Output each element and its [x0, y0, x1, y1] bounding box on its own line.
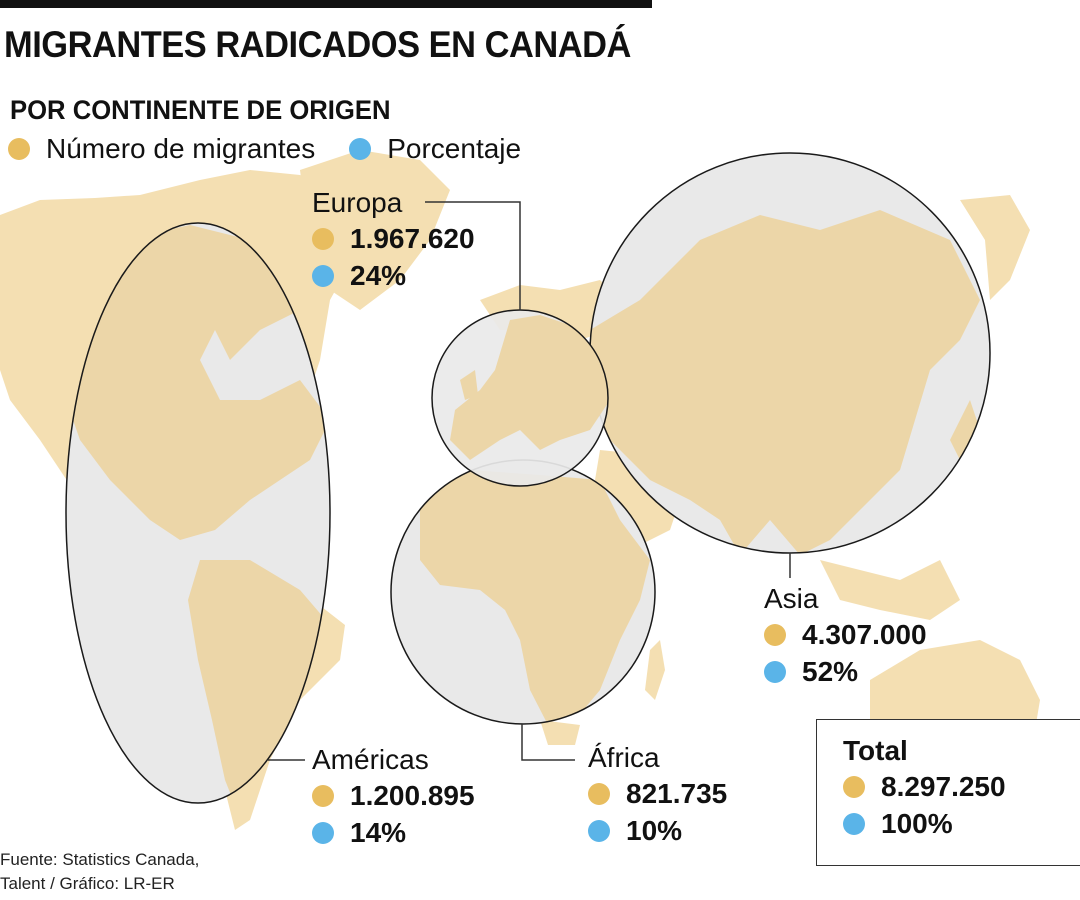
percent-dot-icon [843, 812, 865, 835]
migrants-value: 4.307.000 [802, 619, 927, 650]
migrants-row: 8.297.250 [843, 768, 1006, 805]
migrants-row: 1.200.895 [312, 777, 475, 814]
top-rule [0, 0, 652, 8]
legend: Número de migrantes Porcentaje [8, 133, 521, 165]
percent-row: 14% [312, 814, 475, 851]
total-box: Total 8.297.250 100% [816, 719, 1080, 866]
asia-circle [589, 152, 991, 554]
legend-item-percent: Porcentaje [349, 133, 521, 165]
percent-value: 14% [350, 817, 407, 848]
migrants-value: 1.200.895 [350, 780, 475, 811]
count-dot-icon [8, 138, 30, 160]
region-label-africa: África 821.735 10% [588, 741, 727, 849]
migrants-row: 4.307.000 [764, 616, 927, 653]
percent-value: 24% [350, 260, 407, 291]
count-dot-icon [588, 782, 610, 805]
region-name: Asia [764, 583, 819, 614]
count-dot-icon [764, 623, 786, 646]
total-label: Total 8.297.250 100% [843, 734, 1006, 842]
europa-callout-line [425, 201, 521, 310]
migrants-value: 1.967.620 [350, 223, 475, 254]
total-title: Total [843, 735, 908, 766]
percent-dot-icon [312, 264, 334, 287]
migrants-value: 8.297.250 [881, 771, 1006, 802]
percent-row: 100% [843, 805, 1006, 842]
page-title: MIGRANTES RADICADOS EN CANADÁ [4, 24, 631, 65]
region-name: África [588, 742, 660, 773]
africa-circle [390, 459, 656, 725]
percent-value: 52% [802, 656, 859, 687]
region-label-americas: Américas 1.200.895 14% [312, 743, 475, 851]
europe-circle [431, 309, 609, 487]
count-dot-icon [843, 775, 865, 798]
percent-value: 100% [881, 808, 953, 839]
percent-dot-icon [764, 660, 786, 683]
legend-item-count: Número de migrantes [8, 133, 315, 165]
page-subtitle: POR CONTINENTE DE ORIGEN [10, 95, 391, 125]
source-line-2: Talent / Gráfico: LR-ER [0, 874, 175, 893]
region-name: Américas [312, 744, 429, 775]
source-credit: Fuente: Statistics Canada, Talent / Gráf… [0, 848, 199, 896]
percent-row: 52% [764, 653, 927, 690]
region-name: Europa [312, 187, 403, 218]
legend-label: Porcentaje [387, 133, 522, 164]
migrants-value: 821.735 [626, 778, 728, 809]
source-line-1: Fuente: Statistics Canada, [0, 850, 200, 869]
count-dot-icon [312, 784, 334, 807]
region-label-asia: Asia 4.307.000 52% [764, 582, 927, 690]
americas-ellipse [65, 222, 331, 804]
percent-row: 10% [588, 812, 727, 849]
percent-value: 10% [626, 815, 683, 846]
percent-row: 24% [312, 257, 475, 294]
migrants-row: 821.735 [588, 775, 727, 812]
callout-lines [268, 201, 791, 761]
count-dot-icon [312, 227, 334, 250]
percent-dot-icon [349, 138, 372, 160]
africa-callout-line [521, 724, 575, 761]
percent-dot-icon [588, 819, 610, 842]
percent-dot-icon [312, 821, 334, 844]
legend-label: Número de migrantes [46, 133, 316, 164]
region-label-europa: Europa 1.967.620 24% [312, 186, 475, 294]
migrants-row: 1.967.620 [312, 220, 475, 257]
